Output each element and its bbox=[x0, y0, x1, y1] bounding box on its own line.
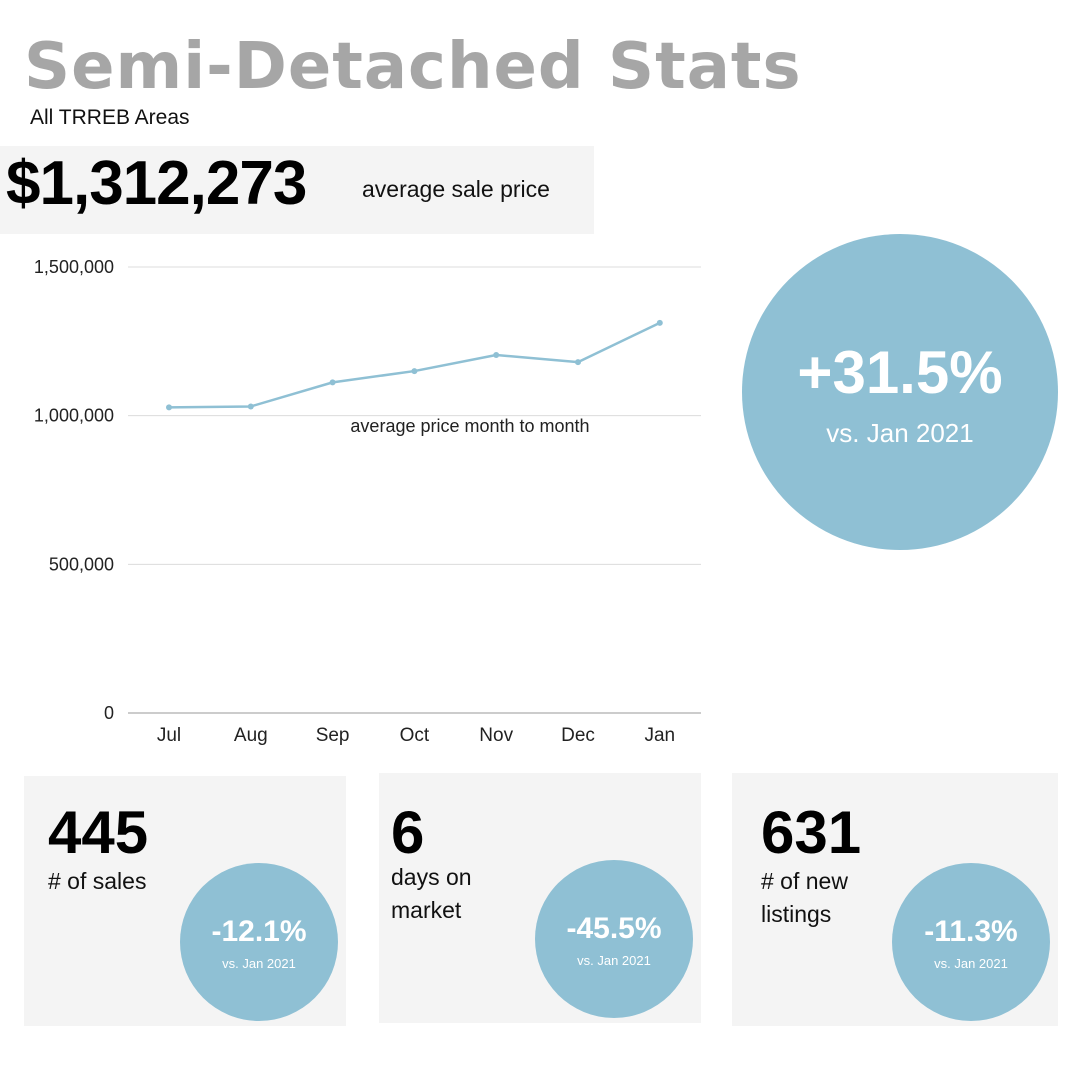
yearly-change-comparison: vs. Jan 2021 bbox=[826, 418, 974, 448]
new-listings-stat-card: 631 # of new listings -11.3% vs. Jan 202… bbox=[732, 773, 1058, 1026]
series-line bbox=[168, 321, 661, 409]
days-on-market-stat-card: 6 days on market -45.5% vs. Jan 2021 bbox=[379, 773, 701, 1023]
data-point bbox=[493, 352, 500, 359]
days-on-market-count: 6 bbox=[391, 799, 425, 866]
x-tick-label: Jul bbox=[157, 725, 181, 746]
data-point bbox=[411, 368, 418, 375]
average-price-label: average sale price bbox=[362, 176, 550, 202]
new-listings-change-value: -11.3% bbox=[924, 915, 1018, 948]
data-point bbox=[575, 359, 581, 366]
page-title: Semi-Detached Stats bbox=[24, 30, 802, 104]
chart-annotation: average price month to month bbox=[350, 416, 589, 436]
sales-change-value: -12.1% bbox=[211, 915, 307, 948]
days-on-market-label: days on market bbox=[391, 864, 472, 923]
price-line-chart: 0 500,000 1,000,000 1,500,000 Jul Aug Sep Oct No… bbox=[34, 257, 701, 746]
data-point bbox=[329, 379, 336, 386]
new-listings-count: 631 bbox=[761, 799, 862, 866]
yearly-change-value: +31.5% bbox=[797, 339, 1003, 406]
days-on-market-change-badge: -45.5% vs. Jan 2021 bbox=[535, 860, 693, 1018]
days-on-market-change-comparison: vs. Jan 2021 bbox=[577, 953, 651, 968]
sales-label: # of sales bbox=[48, 868, 147, 894]
sales-change-badge: -12.1% vs. Jan 2021 bbox=[180, 863, 338, 1021]
x-tick-label: Sep bbox=[316, 725, 350, 746]
x-tick-label: Jan bbox=[644, 725, 675, 746]
new-listings-change-comparison: vs. Jan 2021 bbox=[934, 956, 1008, 971]
page-subtitle: All TRREB Areas bbox=[30, 106, 190, 129]
y-tick-label: 1,500,000 bbox=[34, 257, 114, 277]
data-point bbox=[166, 404, 172, 411]
sales-change-comparison: vs. Jan 2021 bbox=[222, 956, 296, 971]
average-price-panel: $1,312,273 average sale price bbox=[0, 146, 594, 234]
new-listings-label: # of new listings bbox=[761, 868, 848, 927]
average-price-value: $1,312,273 bbox=[6, 149, 307, 218]
sales-count: 445 bbox=[48, 799, 149, 866]
x-tick-label: Oct bbox=[400, 725, 430, 746]
days-on-market-change-value: -45.5% bbox=[566, 912, 662, 945]
data-point bbox=[656, 319, 663, 326]
x-tick-label: Dec bbox=[561, 725, 595, 746]
new-listings-change-badge: -11.3% vs. Jan 2021 bbox=[892, 863, 1050, 1021]
x-tick-label: Nov bbox=[479, 725, 513, 746]
x-tick-label: Aug bbox=[234, 725, 268, 746]
sales-stat-card: 445 # of sales -12.1% vs. Jan 2021 bbox=[24, 776, 346, 1026]
y-tick-label: 1,000,000 bbox=[34, 406, 114, 426]
yearly-change-badge: +31.5% vs. Jan 2021 bbox=[742, 234, 1058, 550]
y-tick-label: 0 bbox=[104, 703, 114, 723]
y-tick-label: 500,000 bbox=[49, 554, 114, 574]
data-point bbox=[247, 403, 254, 410]
